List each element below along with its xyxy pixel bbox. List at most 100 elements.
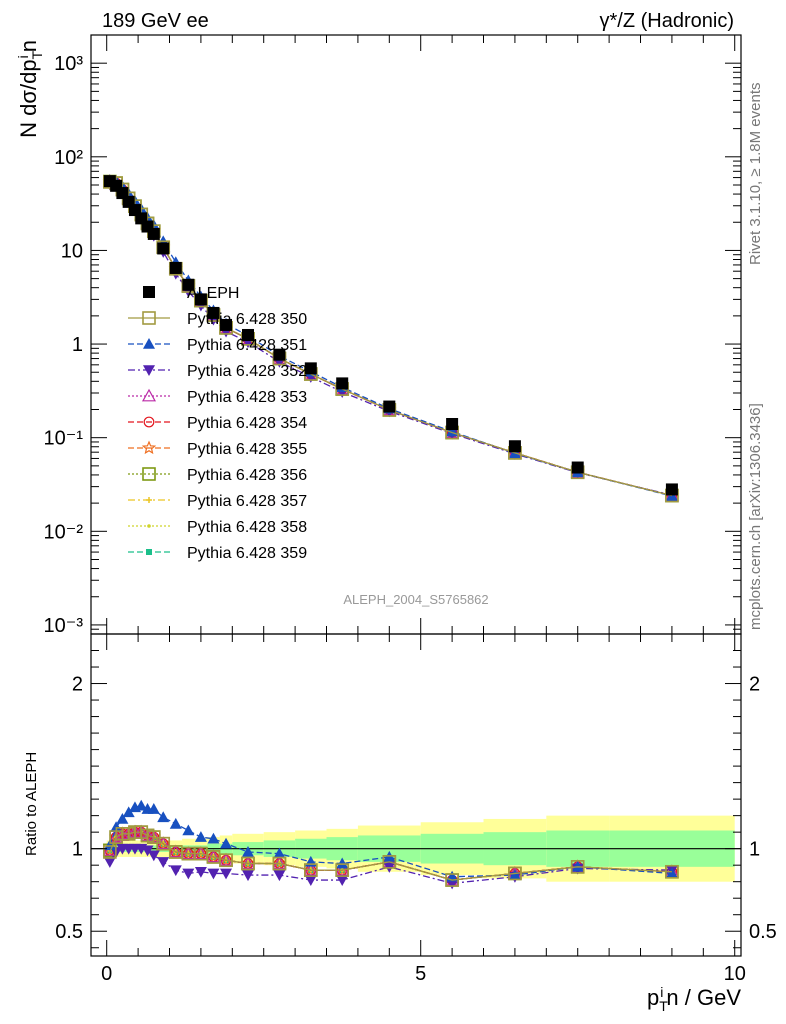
ratio-y-tick-label: 0.5: [55, 921, 83, 943]
x-tick-label: 10: [724, 963, 746, 985]
data-point: [122, 195, 135, 208]
y-tick-label: 10⁻²: [44, 521, 84, 543]
ratio-point: [219, 853, 233, 868]
y-tick-label: 1: [72, 334, 83, 356]
data-point: [169, 261, 182, 274]
main-y-axis-label: N dσ/dpTin: [15, 40, 45, 138]
ratio-point: [570, 860, 585, 874]
ratio-point: [304, 863, 318, 877]
data-point: [304, 362, 317, 375]
legend-entry: Pythia 6.428 351: [128, 337, 307, 354]
data-point: [147, 227, 160, 240]
axes-frames: [90, 34, 742, 957]
ratio-series: [102, 799, 680, 890]
ratio-point: [304, 875, 317, 887]
legend-entry: Pythia 6.428 352: [128, 363, 307, 380]
data-point: [242, 328, 255, 341]
legend-label: Pythia 6.428 352: [187, 363, 307, 380]
ratio-point: [445, 873, 459, 887]
ratio-y-label-text: Ratio to ALEPH: [23, 752, 40, 856]
ratio-y-tick-label-right: 1: [749, 839, 760, 861]
ratio-point: [207, 832, 220, 844]
legend-label: Pythia 6.428 357: [187, 493, 307, 510]
ratio-point: [220, 868, 233, 880]
mcplots-label: mcplots.cern.ch [arXiv:1306.3436]: [747, 403, 764, 630]
data-point: [220, 318, 233, 331]
x-tick-label: 5: [415, 963, 426, 985]
legend-marker: [143, 365, 155, 376]
legend-entry: Pythia 6.428 350: [128, 311, 307, 328]
ratio-y-axis-label: Ratio to ALEPH: [23, 752, 40, 856]
legend-marker: [146, 497, 152, 503]
legend-entry: Pythia 6.428 359: [128, 545, 307, 562]
legend-label: Pythia 6.428 359: [187, 545, 307, 562]
legend-label: Pythia 6.428 350: [187, 311, 307, 328]
data-point: [207, 306, 220, 319]
legend-label: Pythia 6.428 356: [187, 467, 307, 484]
ratio-point: [508, 869, 521, 880]
legend-label: Pythia 6.428 354: [187, 415, 307, 432]
data-point: [336, 377, 349, 390]
legend-marker: [141, 440, 157, 455]
header-right-title: γ*/Z (Hadronic): [600, 10, 734, 32]
ratio-point: [182, 824, 195, 836]
ratio-point: [110, 821, 123, 832]
ratio-point: [141, 845, 154, 857]
ratio-y-tick-label-right: 2: [749, 674, 760, 696]
ratio-point: [336, 875, 349, 887]
watermark-text: ALEPH_2004_S5765862: [343, 592, 488, 607]
legend-marker: [146, 549, 152, 555]
ratio-point: [194, 831, 207, 842]
ratio-frame: [90, 633, 742, 957]
ratio-y-tick-label: 1: [72, 839, 83, 861]
header-left-title: 189 GeV ee: [102, 10, 209, 32]
y-tick-label: 10³: [54, 53, 83, 75]
legend-entry: Pythia 6.428 356: [128, 467, 307, 484]
ratio-line: [109, 831, 672, 881]
x-axis-label: pTi n / GeV: [647, 984, 741, 1014]
y-tick-label: 10²: [54, 147, 83, 169]
ratio-point: [147, 803, 160, 814]
ratio-point: [122, 806, 135, 818]
legend-marker: [147, 524, 151, 528]
legend-entry: Pythia 6.428 355: [128, 440, 307, 458]
data-point: [182, 278, 195, 291]
ratio-point: [194, 866, 207, 878]
y-tick-label: 10⁻³: [44, 615, 84, 637]
ratio-point: [103, 857, 116, 868]
legend-marker: [143, 338, 155, 349]
legend-label: Pythia 6.428 353: [187, 389, 307, 406]
ratio-point: [207, 868, 220, 880]
main-y-label-text: N dσ/dpTin: [15, 40, 45, 138]
legend-entry: Pythia 6.428 358: [128, 519, 307, 536]
data-point: [508, 440, 521, 453]
data-point: [273, 348, 286, 361]
legend-marker: [142, 467, 156, 481]
legend-marker: [143, 416, 155, 428]
legend-marker: [142, 311, 156, 325]
ratio-point: [157, 857, 170, 868]
data-point: [383, 400, 396, 413]
data-point: [446, 417, 459, 430]
legend-marker: [141, 388, 157, 402]
ratio-point: [103, 839, 116, 851]
ratio-point: [220, 837, 233, 849]
rivet-label: Rivet 3.1.10, ≥ 1.8M events: [747, 83, 764, 266]
ratio-point: [169, 865, 182, 877]
ratio-point: [382, 855, 397, 869]
ratio-y-tick-label-right: 0.5: [749, 921, 777, 943]
legend-label: Pythia 6.428 355: [187, 441, 307, 458]
data-point: [157, 242, 170, 255]
data-point: [665, 483, 678, 496]
ratio-point: [169, 817, 182, 829]
ratio-point: [665, 864, 679, 879]
ratio-point: [273, 847, 286, 859]
ratio-point: [156, 836, 171, 851]
ratio-y-tick-label: 2: [72, 674, 83, 696]
legend-entry: ALEPH: [143, 285, 239, 302]
y-tick-label: 10: [61, 240, 83, 262]
ratio-point: [241, 856, 255, 871]
ratio-point: [157, 811, 170, 823]
